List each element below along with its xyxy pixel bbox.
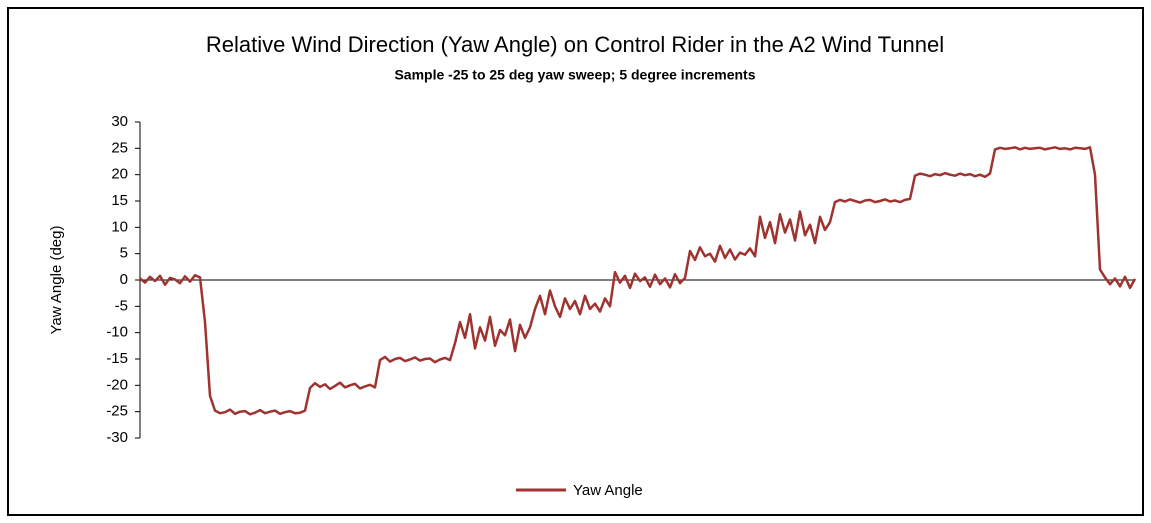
y-tick-label: 5 <box>120 245 128 262</box>
y-tick-label: -30 <box>106 429 128 446</box>
y-axis-label: Yaw Angle (deg) <box>48 226 65 335</box>
y-tick-label: -25 <box>106 403 128 420</box>
y-tick-label: 15 <box>111 192 128 209</box>
y-tick-label: 0 <box>120 271 128 288</box>
y-tick-label: 30 <box>111 113 128 130</box>
data-line <box>139 146 1137 416</box>
y-tick-label: -15 <box>106 350 128 367</box>
chart-frame <box>7 7 1144 516</box>
y-tick-label: -20 <box>106 376 128 393</box>
y-tick-label: 25 <box>111 139 128 156</box>
y-tick-label: -10 <box>106 324 128 341</box>
legend-label: Yaw Angle <box>573 482 643 499</box>
chart-title: Relative Wind Direction (Yaw Angle) on C… <box>206 32 944 57</box>
y-tick-label: 20 <box>111 166 128 183</box>
y-tick-label: -5 <box>115 297 128 314</box>
y-tick-label: 10 <box>111 218 128 235</box>
chart-subtitle: Sample -25 to 25 deg yaw sweep; 5 degree… <box>394 67 755 83</box>
